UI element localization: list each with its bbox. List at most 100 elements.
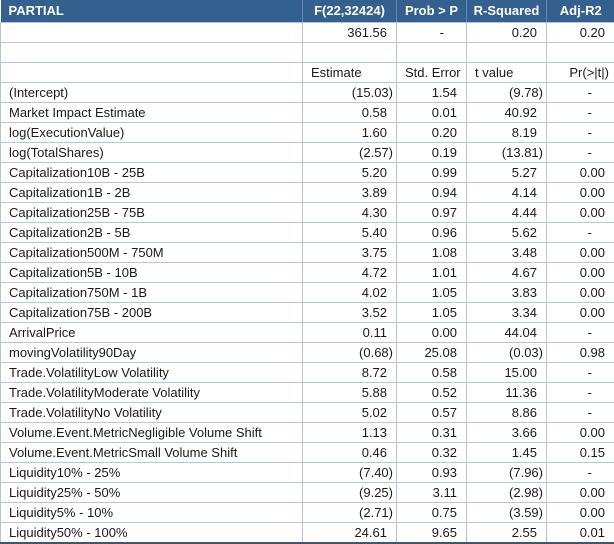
- p-value-cell[interactable]: -: [547, 142, 614, 162]
- row-label-cell[interactable]: Capitalization75B - 200B: [1, 302, 303, 322]
- t-value-header-cell[interactable]: t value: [467, 62, 547, 82]
- empty-cell[interactable]: [1, 22, 303, 42]
- estimate-cell[interactable]: (7.40): [303, 462, 397, 482]
- t-value-cell[interactable]: (0.03): [467, 342, 547, 362]
- empty-cell[interactable]: [1, 42, 303, 62]
- row-label-cell[interactable]: Capitalization2B - 5B: [1, 222, 303, 242]
- estimate-cell[interactable]: 5.88: [303, 382, 397, 402]
- p-value-cell[interactable]: 0.00: [547, 502, 614, 522]
- p-value-header-cell[interactable]: Pr(>|t|): [547, 62, 614, 82]
- t-value-cell[interactable]: 4.67: [467, 262, 547, 282]
- estimate-cell[interactable]: 3.52: [303, 302, 397, 322]
- t-value-cell[interactable]: 8.86: [467, 402, 547, 422]
- row-label-cell[interactable]: Liquidity5% - 10%: [1, 502, 303, 522]
- std-error-cell[interactable]: 0.97: [397, 202, 467, 222]
- p-value-cell[interactable]: 0.00: [547, 242, 614, 262]
- std-error-cell[interactable]: 0.20: [397, 122, 467, 142]
- row-label-cell[interactable]: Capitalization10B - 25B: [1, 162, 303, 182]
- estimate-cell[interactable]: 0.58: [303, 102, 397, 122]
- t-value-cell[interactable]: 5.27: [467, 162, 547, 182]
- empty-cell[interactable]: [467, 42, 547, 62]
- std-error-cell[interactable]: 0.31: [397, 422, 467, 442]
- row-label-cell[interactable]: ArrivalPrice: [1, 322, 303, 342]
- r-squared-value-cell[interactable]: 0.20: [467, 22, 547, 42]
- p-value-cell[interactable]: 0.00: [547, 302, 614, 322]
- f-stat-value-cell[interactable]: 361.56: [303, 22, 397, 42]
- estimate-cell[interactable]: 4.02: [303, 282, 397, 302]
- estimate-cell[interactable]: (2.57): [303, 142, 397, 162]
- estimate-cell[interactable]: 0.46: [303, 442, 397, 462]
- empty-cell[interactable]: [1, 62, 303, 82]
- std-error-cell[interactable]: 0.96: [397, 222, 467, 242]
- row-label-cell[interactable]: Capitalization500M - 750M: [1, 242, 303, 262]
- std-error-cell[interactable]: 9.65: [397, 522, 467, 543]
- t-value-cell[interactable]: (13.81): [467, 142, 547, 162]
- prob-value-cell[interactable]: -: [397, 22, 467, 42]
- row-label-cell[interactable]: Capitalization25B - 75B: [1, 202, 303, 222]
- p-value-cell[interactable]: 0.00: [547, 262, 614, 282]
- p-value-cell[interactable]: 0.00: [547, 282, 614, 302]
- t-value-cell[interactable]: 5.62: [467, 222, 547, 242]
- t-value-cell[interactable]: 4.44: [467, 202, 547, 222]
- row-label-cell[interactable]: Volume.Event.MetricNegligible Volume Shi…: [1, 422, 303, 442]
- t-value-cell[interactable]: (7.96): [467, 462, 547, 482]
- t-value-cell[interactable]: 4.14: [467, 182, 547, 202]
- table-title-cell[interactable]: PARTIAL: [1, 0, 303, 22]
- p-value-cell[interactable]: -: [547, 102, 614, 122]
- estimate-cell[interactable]: 5.20: [303, 162, 397, 182]
- std-error-cell[interactable]: 0.94: [397, 182, 467, 202]
- row-label-cell[interactable]: Capitalization5B - 10B: [1, 262, 303, 282]
- t-value-cell[interactable]: 44.04: [467, 322, 547, 342]
- p-value-cell[interactable]: -: [547, 222, 614, 242]
- row-label-cell[interactable]: Volume.Event.MetricSmall Volume Shift: [1, 442, 303, 462]
- std-error-cell[interactable]: 0.93: [397, 462, 467, 482]
- std-error-cell[interactable]: 0.58: [397, 362, 467, 382]
- r-squared-header-cell[interactable]: R-Squared: [467, 0, 547, 22]
- estimate-cell[interactable]: 3.75: [303, 242, 397, 262]
- t-value-cell[interactable]: 3.83: [467, 282, 547, 302]
- estimate-cell[interactable]: 3.89: [303, 182, 397, 202]
- adj-r2-value-cell[interactable]: 0.20: [547, 22, 614, 42]
- empty-cell[interactable]: [303, 42, 397, 62]
- p-value-cell[interactable]: 0.00: [547, 202, 614, 222]
- std-error-cell[interactable]: 0.19: [397, 142, 467, 162]
- p-value-cell[interactable]: -: [547, 82, 614, 102]
- estimate-cell[interactable]: 8.72: [303, 362, 397, 382]
- std-error-cell[interactable]: 0.57: [397, 402, 467, 422]
- estimate-cell[interactable]: (15.03): [303, 82, 397, 102]
- estimate-cell[interactable]: (0.68): [303, 342, 397, 362]
- estimate-cell[interactable]: 1.13: [303, 422, 397, 442]
- estimate-cell[interactable]: (2.71): [303, 502, 397, 522]
- t-value-cell[interactable]: 11.36: [467, 382, 547, 402]
- p-value-cell[interactable]: 0.15: [547, 442, 614, 462]
- empty-cell[interactable]: [547, 42, 614, 62]
- row-label-cell[interactable]: Market Impact Estimate: [1, 102, 303, 122]
- row-label-cell[interactable]: (Intercept): [1, 82, 303, 102]
- estimate-cell[interactable]: (9.25): [303, 482, 397, 502]
- p-value-cell[interactable]: -: [547, 402, 614, 422]
- t-value-cell[interactable]: (2.98): [467, 482, 547, 502]
- t-value-cell[interactable]: (3.59): [467, 502, 547, 522]
- p-value-cell[interactable]: 0.00: [547, 422, 614, 442]
- prob-header-cell[interactable]: Prob > P: [397, 0, 467, 22]
- p-value-cell[interactable]: 0.00: [547, 182, 614, 202]
- p-value-cell[interactable]: 0.00: [547, 482, 614, 502]
- estimate-cell[interactable]: 24.61: [303, 522, 397, 543]
- row-label-cell[interactable]: Capitalization750M - 1B: [1, 282, 303, 302]
- std-error-cell[interactable]: 0.32: [397, 442, 467, 462]
- p-value-cell[interactable]: -: [547, 362, 614, 382]
- std-error-cell[interactable]: 1.05: [397, 302, 467, 322]
- std-error-cell[interactable]: 0.99: [397, 162, 467, 182]
- row-label-cell[interactable]: Liquidity25% - 50%: [1, 482, 303, 502]
- estimate-cell[interactable]: 5.02: [303, 402, 397, 422]
- row-label-cell[interactable]: Liquidity50% - 100%: [1, 522, 303, 543]
- f-stat-header-cell[interactable]: F(22,32424): [303, 0, 397, 22]
- t-value-cell[interactable]: 2.55: [467, 522, 547, 543]
- estimate-cell[interactable]: 5.40: [303, 222, 397, 242]
- row-label-cell[interactable]: movingVolatility90Day: [1, 342, 303, 362]
- p-value-cell[interactable]: 0.01: [547, 522, 614, 543]
- std-error-cell[interactable]: 0.52: [397, 382, 467, 402]
- t-value-cell[interactable]: (9.78): [467, 82, 547, 102]
- p-value-cell[interactable]: -: [547, 462, 614, 482]
- t-value-cell[interactable]: 1.45: [467, 442, 547, 462]
